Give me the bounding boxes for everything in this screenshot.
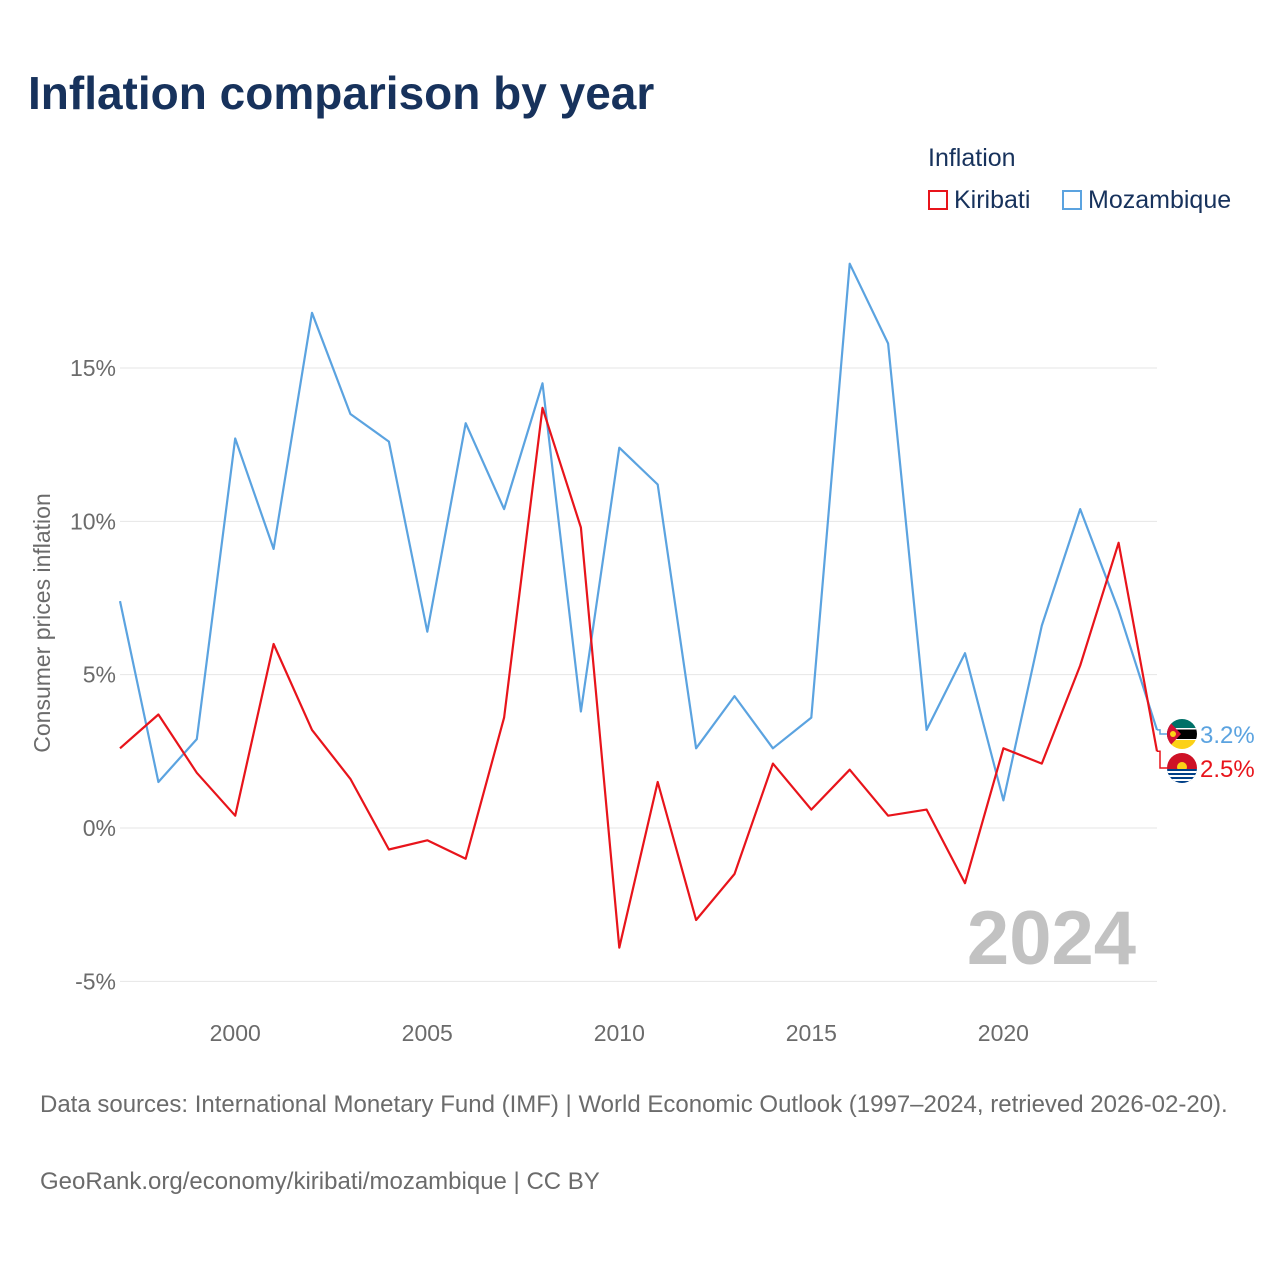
x-tick-label: 2005 bbox=[402, 1020, 453, 1046]
y-axis-label: Consumer prices inflation bbox=[29, 493, 55, 753]
legend-label-kiribati: Kiribati bbox=[954, 185, 1031, 214]
x-tick-label: 2020 bbox=[978, 1020, 1029, 1046]
y-tick-label: 10% bbox=[70, 508, 116, 534]
kiribati-flag-icon bbox=[1167, 753, 1197, 783]
chart-title: Inflation comparison by year bbox=[28, 67, 655, 119]
end-value-label-mozambique: 3.2% bbox=[1200, 722, 1255, 749]
x-tick-label: 2010 bbox=[594, 1020, 645, 1046]
x-tick-label: 2015 bbox=[786, 1020, 837, 1046]
mozambique-flag-icon bbox=[1167, 719, 1197, 749]
end-label-connector bbox=[1157, 729, 1167, 735]
x-tick-label: 2000 bbox=[210, 1020, 261, 1046]
legend-title: Inflation bbox=[928, 144, 1016, 172]
legend-swatch-kiribati bbox=[928, 190, 948, 210]
legend-item-kiribati[interactable]: Kiribati bbox=[928, 185, 1030, 215]
data-sources-note: Data sources: International Monetary Fun… bbox=[40, 1091, 1228, 1118]
attribution-link[interactable]: GeoRank.org/economy/kiribati/mozambique … bbox=[40, 1168, 600, 1195]
series-line-mozambique bbox=[118, 262, 1159, 802]
series-line-kiribati bbox=[119, 406, 1159, 949]
legend-item-mozambique[interactable]: Mozambique bbox=[1062, 185, 1231, 215]
y-tick-label: 15% bbox=[70, 355, 116, 381]
legend-label-mozambique: Mozambique bbox=[1088, 185, 1232, 214]
end-label-connector bbox=[1157, 750, 1167, 769]
y-tick-label: 5% bbox=[83, 662, 116, 688]
end-value-label-kiribati: 2.5% bbox=[1200, 756, 1255, 783]
y-tick-label: -5% bbox=[75, 968, 116, 994]
year-watermark: 2024 bbox=[967, 896, 1136, 981]
legend-swatch-mozambique bbox=[1062, 190, 1082, 210]
y-tick-label: 0% bbox=[83, 815, 116, 841]
line-chart: -5% 0% 5% 10% 15% 2000 2005 2010 2015 2020 Consume… bbox=[29, 262, 1255, 1046]
